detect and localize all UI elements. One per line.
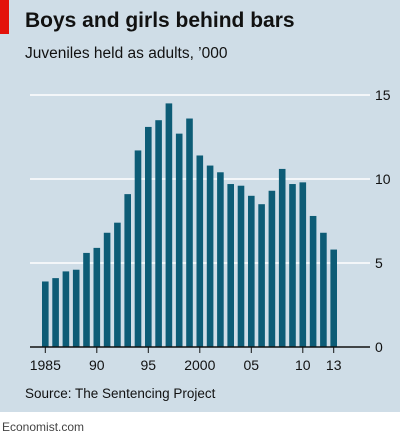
y-tick-label: 10 [375,171,391,187]
y-tick-label: 0 [375,339,383,355]
bar-1994 [134,150,142,347]
x-tick-label: 2000 [184,357,215,373]
x-tick-label: 13 [326,357,342,373]
chart-source: Source: The Sentencing Project [25,386,216,401]
brand-footer: Economist.com [2,420,85,434]
bar-2005 [248,195,255,347]
bar-1988 [72,269,80,347]
bar-1996 [155,120,162,347]
bars [42,103,337,348]
bar-1993 [124,194,131,347]
chart-title: Boys and girls behind bars [25,9,295,32]
bar-2008 [278,168,286,347]
bar-2013 [330,249,337,347]
bar-2007 [268,190,276,347]
bar-2001 [206,165,214,347]
bar-1990 [93,247,101,347]
brand-accent-tab [0,0,9,34]
bar-2004 [237,185,245,347]
bar-2012 [320,232,327,347]
bar-2003 [227,184,234,347]
bar-2011 [309,215,317,347]
bar-1986 [52,278,59,347]
bar-1991 [103,232,111,347]
x-tick-label: 10 [295,357,311,373]
bar-2010 [299,182,307,347]
bar-1989 [83,252,90,347]
bar-2009 [289,184,296,347]
x-tick-label: 95 [141,357,157,373]
bar-1985 [42,281,49,347]
y-tick-label: 5 [375,255,383,271]
bar-2002 [217,172,224,347]
bar-1999 [186,118,193,348]
bar-1997 [165,103,173,348]
bar-2000 [196,155,204,347]
x-tick-label: 05 [244,357,260,373]
x-tick-label: 90 [89,357,105,373]
bar-1987 [62,271,70,347]
chart-subtitle: Juveniles held as adults, ’000 [25,45,228,62]
bar-2006 [258,204,265,347]
x-tick-label: 1985 [30,357,61,373]
y-tick-label: 15 [375,87,391,103]
bar-1992 [114,222,121,347]
bar-1995 [145,126,152,347]
bar-1998 [175,133,183,347]
